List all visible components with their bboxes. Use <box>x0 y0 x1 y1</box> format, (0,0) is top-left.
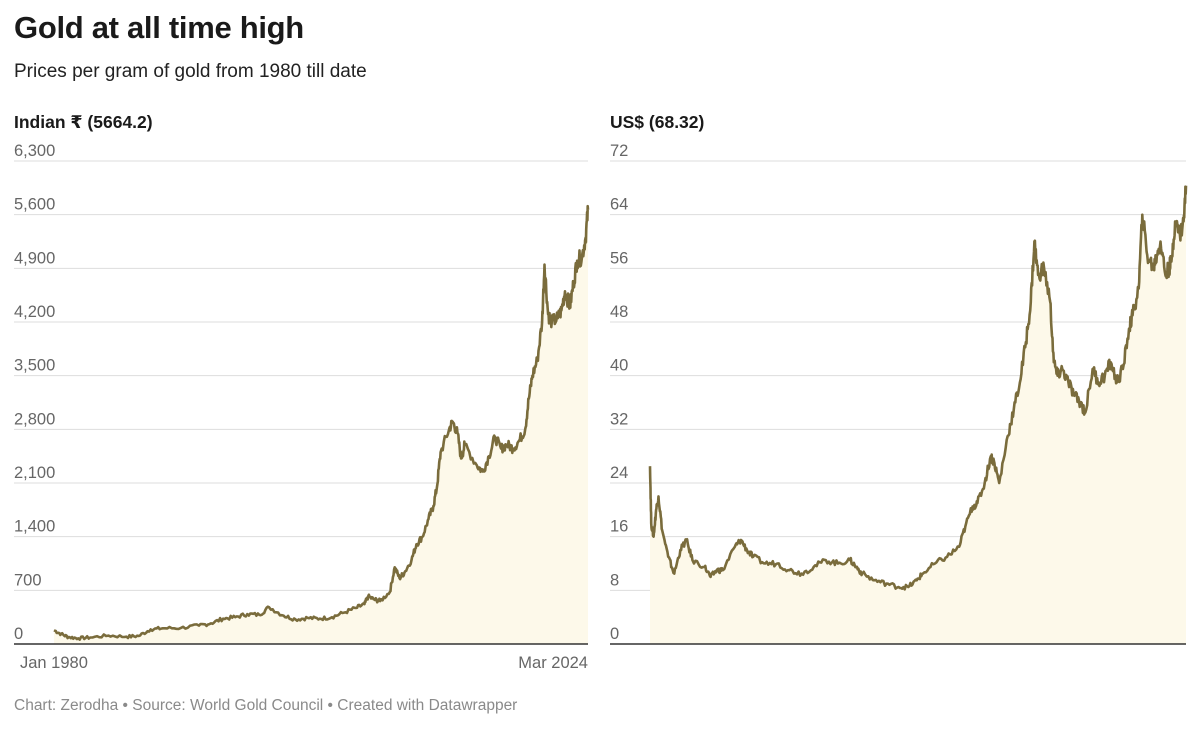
y-tick-label-inr: 1,400 <box>14 518 55 536</box>
y-tick-label-usd: 0 <box>610 625 619 643</box>
y-tick-label-usd: 48 <box>610 303 628 321</box>
chart-subtitle: Prices per gram of gold from 1980 till d… <box>14 61 367 82</box>
y-tick-label-usd: 56 <box>610 249 628 267</box>
y-tick-label-inr: 4,900 <box>14 249 55 267</box>
y-tick-label-inr: 2,100 <box>14 464 55 482</box>
chart-footer-credit: Chart: Zerodha • Source: World Gold Coun… <box>14 697 518 714</box>
y-tick-label-inr: 5,600 <box>14 196 55 214</box>
y-tick-label-inr: 0 <box>14 625 23 643</box>
y-tick-label-usd: 40 <box>610 357 628 375</box>
x-tick-label-inr: Jan 1980 <box>20 654 88 672</box>
series-line-inr <box>53 204 590 641</box>
y-tick-label-inr: 700 <box>14 571 42 589</box>
y-tick-label-usd: 24 <box>610 464 628 482</box>
area-fill-usd <box>650 185 1186 644</box>
y-tick-label-inr: 4,200 <box>14 303 55 321</box>
y-tick-label-usd: 8 <box>610 571 619 589</box>
y-tick-label-usd: 64 <box>610 196 628 214</box>
y-tick-label-inr: 2,800 <box>14 410 55 428</box>
y-tick-label-usd: 72 <box>610 142 628 160</box>
series-line-usd <box>648 185 1188 591</box>
y-tick-label-inr: 6,300 <box>14 142 55 160</box>
x-tick-label-inr: Mar 2024 <box>518 654 588 672</box>
y-tick-label-usd: 16 <box>610 518 628 536</box>
area-fill-inr <box>54 206 588 644</box>
chart-title: Gold at all time high <box>14 10 304 45</box>
y-tick-label-inr: 3,500 <box>14 357 55 375</box>
panel-title-inr: Indian ₹ (5664.2) <box>14 112 153 132</box>
panel-title-usd: US$ (68.32) <box>610 112 705 132</box>
y-tick-label-usd: 32 <box>610 410 628 428</box>
